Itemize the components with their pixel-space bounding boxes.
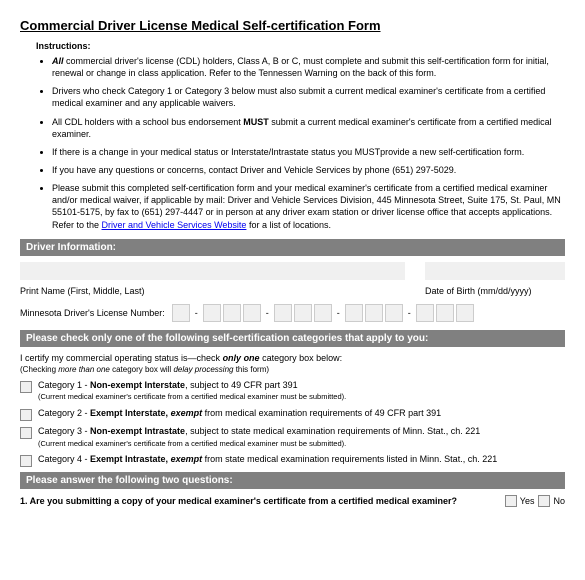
- category-1-checkbox[interactable]: [20, 381, 32, 393]
- text: (Checking: [20, 365, 58, 374]
- text: category box will: [110, 365, 174, 374]
- dvs-website-link[interactable]: Driver and Vehicle Services Website: [102, 220, 247, 230]
- separator: -: [195, 308, 198, 318]
- instruction-item: Drivers who check Category 1 or Category…: [52, 85, 565, 109]
- instruction-item: All CDL holders with a school bus endors…: [52, 116, 565, 140]
- license-char-input[interactable]: [223, 304, 241, 322]
- print-name-input[interactable]: [20, 262, 405, 280]
- category-3-label: Category 3 - Non-exempt Intrastate, subj…: [38, 426, 480, 449]
- cert-note: (Checking more than one category box wil…: [20, 365, 565, 374]
- license-char-input[interactable]: [203, 304, 221, 322]
- q1-yes-checkbox[interactable]: [505, 495, 517, 507]
- category-2-checkbox[interactable]: [20, 409, 32, 421]
- separator: -: [337, 308, 340, 318]
- text: for a list of locations.: [246, 220, 331, 230]
- text: commercial driver's license (CDL) holder…: [52, 56, 549, 78]
- license-char-input[interactable]: [172, 304, 190, 322]
- instruction-item: All commercial driver's license (CDL) ho…: [52, 55, 565, 79]
- license-char-input[interactable]: [294, 304, 312, 322]
- license-char-input[interactable]: [456, 304, 474, 322]
- instruction-item: Please submit this completed self-certif…: [52, 182, 565, 231]
- dob-label: Date of Birth (mm/dd/yyyy): [425, 286, 565, 296]
- driver-info-section-bar: Driver Information:: [20, 239, 565, 256]
- certification-section-bar: Please check only one of the following s…: [20, 330, 565, 347]
- license-number-label: Minnesota Driver's License Number:: [20, 308, 165, 318]
- license-char-input[interactable]: [274, 304, 292, 322]
- text: this form): [233, 365, 269, 374]
- yes-label: Yes: [520, 496, 535, 506]
- license-char-input[interactable]: [416, 304, 434, 322]
- cert-intro: I certify my commercial operating status…: [20, 353, 565, 363]
- category-4-checkbox[interactable]: [20, 455, 32, 467]
- category-3-checkbox[interactable]: [20, 427, 32, 439]
- print-name-label: Print Name (First, Middle, Last): [20, 286, 405, 296]
- license-char-input[interactable]: [345, 304, 363, 322]
- instructions-list: All commercial driver's license (CDL) ho…: [20, 55, 565, 231]
- license-char-input[interactable]: [385, 304, 403, 322]
- category-1-label: Category 1 - Non-exempt Interstate, subj…: [38, 380, 346, 403]
- text: I certify my commercial operating status…: [20, 353, 223, 363]
- text: only one: [223, 353, 260, 363]
- category-4-label: Category 4 - Exempt Intrastate, exempt f…: [38, 454, 497, 466]
- text: All: [52, 56, 64, 66]
- instruction-item: If you have any questions or concerns, c…: [52, 164, 565, 176]
- separator: -: [408, 308, 411, 318]
- text: more than one: [58, 365, 110, 374]
- license-char-input[interactable]: [243, 304, 261, 322]
- license-char-input[interactable]: [365, 304, 383, 322]
- text: delay processing: [173, 365, 233, 374]
- license-char-input[interactable]: [314, 304, 332, 322]
- no-label: No: [553, 496, 565, 506]
- dob-input[interactable]: [425, 262, 565, 280]
- page-title: Commercial Driver License Medical Self-c…: [20, 18, 565, 33]
- q1-no-checkbox[interactable]: [538, 495, 550, 507]
- question-1-text: 1. Are you submitting a copy of your med…: [20, 496, 495, 506]
- text: MUST: [243, 117, 269, 127]
- text: All CDL holders with a school bus endors…: [52, 117, 243, 127]
- license-char-input[interactable]: [436, 304, 454, 322]
- instruction-item: If there is a change in your medical sta…: [52, 146, 565, 158]
- text: Please check only one of the following s…: [26, 333, 428, 344]
- questions-section-bar: Please answer the following two question…: [20, 472, 565, 489]
- text: category box below:: [260, 353, 343, 363]
- category-2-label: Category 2 - Exempt Interstate, exempt f…: [38, 408, 441, 420]
- separator: -: [266, 308, 269, 318]
- instructions-heading: Instructions:: [20, 41, 565, 51]
